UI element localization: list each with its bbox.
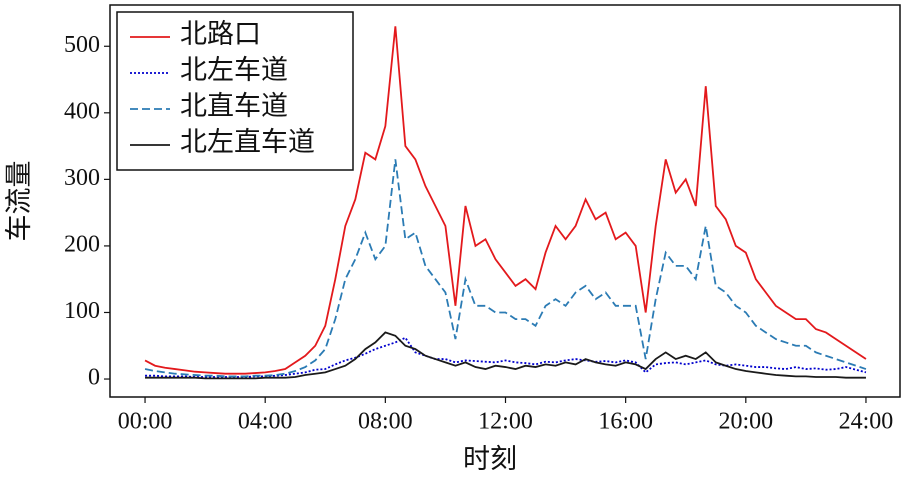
- x-tick-label: 16:00: [598, 409, 653, 435]
- y-tick-label: 0: [88, 365, 100, 391]
- series-line: [145, 336, 867, 378]
- x-tick-label: 08:00: [358, 409, 413, 435]
- legend-box: [116, 11, 354, 171]
- y-axis-label: 车流量: [4, 161, 34, 242]
- x-tick-label: 04:00: [238, 409, 293, 435]
- y-tick-label: 200: [64, 231, 100, 257]
- legend-label: 北路口: [180, 19, 261, 49]
- y-tick-label: 500: [64, 32, 100, 58]
- series-line: [144, 26, 867, 375]
- series-line: [144, 159, 867, 378]
- series-line: [145, 331, 866, 380]
- y-tick-label: 300: [64, 165, 100, 191]
- y-tick-label: 400: [64, 98, 100, 124]
- legend-label: 北直车道: [180, 91, 288, 121]
- x-axis-label: 时刻: [463, 444, 517, 474]
- x-tick-label: 00:00: [118, 409, 173, 435]
- x-tick-label: 24:00: [839, 409, 894, 435]
- legend-label: 北左车道: [180, 55, 288, 85]
- legend-label: 北左直车道: [180, 127, 315, 157]
- x-tick-label: 20:00: [718, 409, 773, 435]
- x-tick-label: 12:00: [478, 409, 533, 435]
- y-tick-label: 100: [64, 298, 100, 324]
